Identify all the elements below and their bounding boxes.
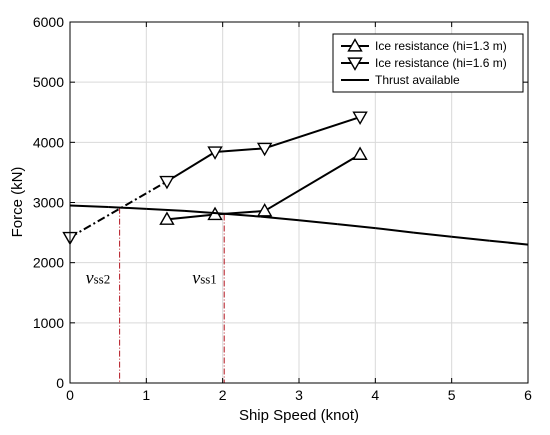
- series-2-segment: [264, 116, 361, 150]
- legend: Ice resistance (hi=1.3 m) Ice resistance …: [332, 33, 524, 93]
- series-1-segment: [166, 213, 216, 221]
- series-3-segment: [375, 227, 414, 234]
- series-2-point: [352, 111, 368, 125]
- series-3-segment: [413, 231, 452, 238]
- series-2-point: [159, 175, 175, 190]
- y-tick-label: 4000: [33, 134, 64, 150]
- x-tick-label: 1: [142, 387, 150, 403]
- speed-annotation: vss2: [86, 268, 111, 288]
- y-tick-label: 3000: [33, 195, 64, 211]
- x-tick-label: 5: [448, 387, 456, 403]
- series-3-segment: [108, 206, 147, 210]
- series-3-segment: [298, 219, 338, 226]
- series-3-segment: [451, 235, 490, 242]
- x-tick-label: 4: [371, 387, 379, 403]
- series-3-segment: [337, 223, 376, 230]
- x-tick-label: 2: [219, 387, 227, 403]
- series-3-segment: [184, 209, 223, 215]
- y-tick-label: 5000: [33, 74, 64, 90]
- axis-ticks: 0 1 2 3 4 5 6 0 1000 2000 3000 4000 5000 6000: [33, 14, 532, 403]
- series-2-segment: [166, 151, 216, 183]
- series-1: [159, 146, 368, 225]
- series-2-point: [256, 142, 273, 157]
- x-tick-label: 6: [524, 387, 532, 403]
- series-3-segment: [260, 215, 300, 222]
- legend-swatch-marker: [347, 38, 363, 52]
- y-tick-label: 6000: [33, 14, 64, 30]
- legend-label: Ice resistance (hi=1.3 m): [375, 39, 507, 53]
- y-tick-label: 2000: [33, 255, 64, 271]
- speed-guides: [119, 207, 225, 383]
- series-3-segment: [489, 239, 529, 246]
- y-tick-label: 1000: [33, 315, 64, 331]
- x-tick-label: 0: [66, 387, 74, 403]
- series-3-segment: [222, 212, 261, 218]
- legend-label: Ice resistance (hi=1.6 m): [375, 56, 507, 70]
- series-3-segment: [146, 207, 185, 212]
- x-tick-label: 3: [295, 387, 303, 403]
- series-2-segment: [214, 147, 265, 153]
- series-layer: [62, 111, 529, 246]
- y-tick-label: 0: [56, 375, 64, 391]
- speed-annotation: vss1: [192, 268, 217, 288]
- legend-label: Thrust available: [375, 73, 460, 87]
- series-1-segment: [264, 153, 361, 212]
- annotations: vss2 vss1: [86, 268, 217, 288]
- x-axis-label: Ship Speed (knot): [239, 407, 359, 424]
- series-1-point: [352, 146, 368, 160]
- legend-swatch-marker: [347, 57, 363, 71]
- series-2-point: [207, 146, 223, 160]
- series-3: [69, 204, 529, 246]
- series-1-point: [159, 211, 175, 225]
- y-axis-label: Force (kN): [9, 167, 26, 238]
- series-2: [62, 111, 368, 246]
- series-1-point: [256, 203, 273, 217]
- series-3-segment: [69, 204, 109, 209]
- series-2-segment: [69, 180, 168, 239]
